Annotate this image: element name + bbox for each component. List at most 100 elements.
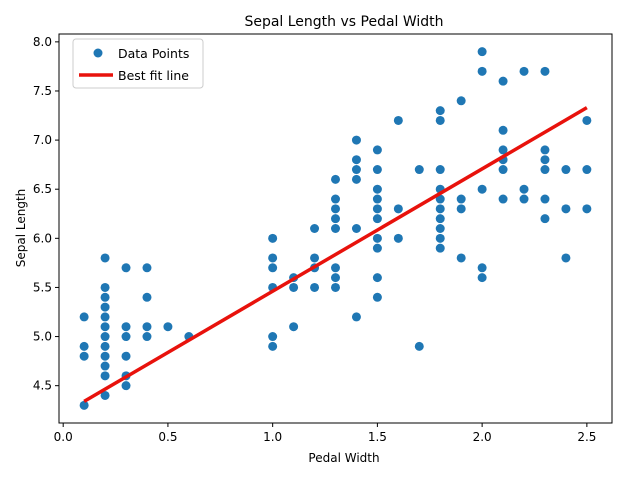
data-point-94 — [498, 76, 508, 86]
data-point-96 — [519, 184, 529, 194]
data-point-13 — [100, 292, 110, 302]
data-point-82 — [456, 194, 466, 204]
data-point-10 — [100, 322, 110, 332]
data-point-86 — [477, 184, 487, 194]
data-point-3 — [79, 312, 89, 322]
data-point-45 — [331, 214, 340, 224]
best-fit-line-layer — [83, 106, 588, 403]
data-point-22 — [142, 332, 152, 342]
x-axis-title: Pedal Width — [308, 451, 379, 465]
data-point-84 — [477, 273, 487, 283]
chart-title: Sepal Length vs Pedal Width — [244, 14, 443, 30]
data-point-20 — [121, 322, 131, 332]
data-point-42 — [331, 273, 340, 283]
data-point-25 — [142, 263, 152, 273]
y-tick-label-5: 7.0 — [33, 133, 52, 147]
data-point-78 — [435, 115, 445, 125]
data-point-65 — [393, 233, 403, 243]
data-point-56 — [372, 273, 382, 283]
data-point-5 — [100, 371, 110, 381]
data-point-23 — [142, 322, 152, 332]
data-point-83 — [456, 96, 466, 106]
data-point-1 — [79, 351, 89, 361]
data-point-107 — [582, 204, 592, 214]
data-point-54 — [351, 135, 361, 145]
best-fit-line — [83, 106, 588, 403]
data-point-99 — [540, 194, 550, 204]
data-point-26 — [163, 322, 173, 332]
data-point-29 — [268, 332, 278, 342]
data-point-15 — [100, 253, 110, 263]
y-axis-title: Sepal Length — [14, 189, 28, 268]
data-point-11 — [100, 312, 110, 322]
data-point-28 — [268, 341, 278, 351]
data-point-75 — [435, 194, 445, 204]
data-point-89 — [498, 194, 508, 204]
data-point-32 — [268, 253, 278, 263]
data-point-103 — [540, 66, 550, 76]
x-tick-label-5: 2.5 — [577, 430, 596, 444]
data-point-100 — [540, 165, 550, 175]
legend-label-data-points: Data Points — [118, 46, 189, 61]
data-point-52 — [351, 165, 361, 175]
data-point-53 — [351, 155, 361, 165]
data-point-49 — [351, 312, 361, 322]
data-point-57 — [372, 243, 382, 253]
data-point-19 — [121, 332, 131, 342]
y-tick-label-1: 5.0 — [33, 330, 52, 344]
data-point-72 — [435, 224, 445, 233]
x-tick-label-0: 0.0 — [54, 430, 73, 444]
data-point-7 — [100, 351, 110, 361]
data-point-93 — [498, 125, 508, 135]
y-tick-label-6: 7.5 — [33, 84, 52, 98]
data-point-97 — [519, 66, 529, 76]
data-point-34 — [289, 322, 299, 332]
x-tick-label-1: 0.5 — [158, 430, 177, 444]
data-point-98 — [540, 214, 550, 224]
data-point-79 — [435, 106, 445, 116]
data-point-67 — [393, 115, 403, 125]
data-point-18 — [121, 351, 131, 361]
data-point-35 — [289, 282, 299, 292]
data-point-92 — [498, 145, 508, 155]
y-axis: 4.5 5.0 5.5 6.0 6.5 7.0 7.5 8.0 — [33, 35, 59, 393]
data-point-50 — [351, 224, 361, 233]
data-point-108 — [582, 165, 592, 175]
legend: Data Points Best fit line — [72, 38, 204, 89]
y-tick-label-7: 8.0 — [33, 35, 52, 49]
data-point-95 — [519, 194, 529, 204]
data-point-40 — [310, 224, 320, 233]
data-point-85 — [477, 263, 487, 273]
data-point-66 — [393, 204, 403, 214]
data-point-8 — [100, 341, 110, 351]
data-point-104 — [561, 253, 571, 263]
data-point-47 — [331, 194, 340, 204]
data-point-6 — [100, 361, 110, 371]
data-point-105 — [561, 204, 571, 214]
data-point-70 — [435, 243, 445, 253]
data-point-2 — [79, 341, 89, 351]
data-point-88 — [477, 47, 487, 57]
data-point-80 — [456, 253, 466, 263]
data-point-12 — [100, 302, 110, 312]
data-point-90 — [498, 165, 508, 175]
data-point-4 — [100, 390, 110, 400]
data-point-71 — [435, 233, 445, 243]
data-point-63 — [372, 165, 382, 175]
data-point-58 — [372, 233, 382, 243]
data-point-24 — [142, 292, 152, 302]
y-tick-label-2: 5.5 — [33, 280, 52, 294]
data-point-102 — [540, 145, 550, 155]
data-point-81 — [456, 204, 466, 214]
data-point-31 — [268, 263, 278, 273]
data-point-87 — [477, 66, 487, 76]
data-point-16 — [121, 381, 131, 391]
data-point-51 — [351, 174, 361, 184]
data-point-37 — [310, 282, 320, 292]
data-point-106 — [561, 165, 571, 175]
data-point-9 — [100, 332, 110, 342]
x-tick-label-2: 1.0 — [263, 430, 282, 444]
data-point-44 — [331, 224, 340, 233]
data-point-74 — [435, 204, 445, 214]
y-tick-label-4: 6.5 — [33, 182, 52, 196]
